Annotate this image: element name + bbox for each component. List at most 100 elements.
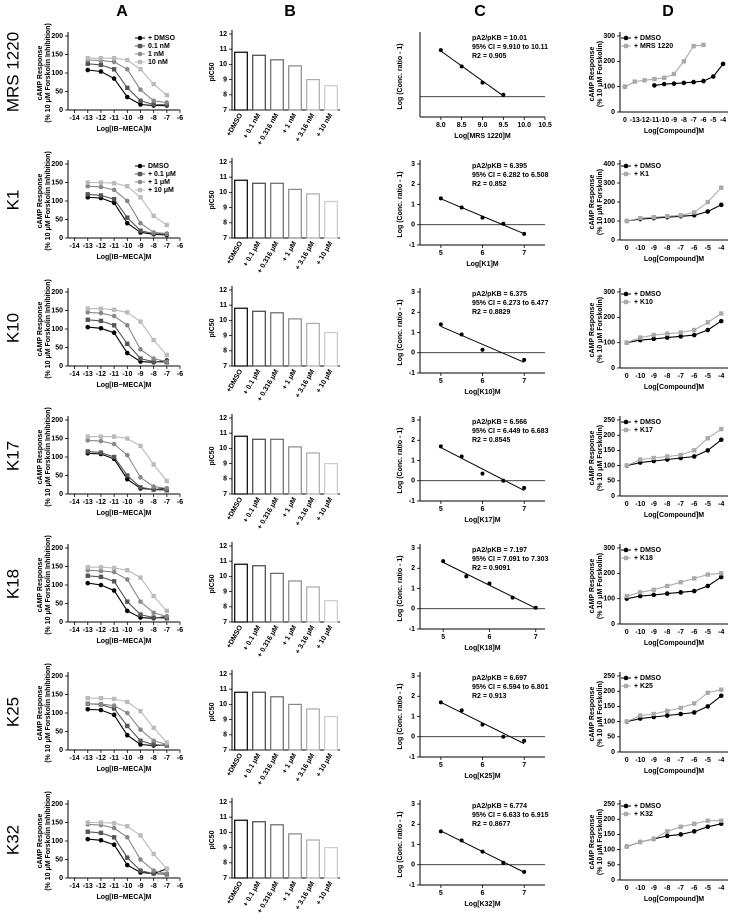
x-tick-label: -5 bbox=[710, 117, 716, 124]
bar bbox=[288, 833, 302, 879]
data-point bbox=[624, 593, 629, 599]
data-point bbox=[459, 205, 464, 210]
data-point bbox=[111, 323, 117, 328]
bar bbox=[324, 715, 338, 751]
x-tick-label: -11 bbox=[109, 883, 119, 890]
y-tick-label: 150 bbox=[51, 435, 63, 442]
data-point bbox=[151, 337, 156, 343]
y-tick-label: 10 bbox=[219, 189, 227, 196]
annotation: R2 = 0.9091 bbox=[472, 565, 510, 572]
data-point bbox=[705, 436, 710, 441]
data-point bbox=[701, 42, 706, 48]
data-point bbox=[111, 454, 117, 460]
y-tick-label: 2 bbox=[411, 437, 415, 444]
y-tick-label: 12 bbox=[219, 671, 227, 678]
data-point bbox=[98, 568, 104, 574]
annotation: pA2/pKB = 10.01 bbox=[472, 35, 527, 42]
y-tick-label: 0 bbox=[611, 109, 615, 116]
data-point bbox=[438, 700, 443, 705]
x-tick-label: -11 bbox=[649, 117, 659, 124]
y-axis-label: pIC50 bbox=[209, 62, 216, 81]
data-point bbox=[459, 838, 464, 843]
series-line bbox=[626, 576, 722, 600]
x-tick-label: + 1 nM bbox=[281, 112, 298, 135]
y-tick-label: 0 bbox=[611, 877, 615, 884]
data-point bbox=[124, 452, 130, 458]
x-tick-label: -8 bbox=[151, 243, 157, 250]
data-point bbox=[438, 444, 443, 449]
x-tick-label: -11 bbox=[109, 115, 119, 122]
data-point bbox=[151, 356, 156, 361]
x-tick-label: -5 bbox=[705, 885, 711, 892]
x-tick-label: -8 bbox=[664, 501, 670, 508]
x-tick-label: -4 bbox=[718, 629, 724, 636]
data-point bbox=[111, 181, 117, 186]
fit-line bbox=[440, 447, 525, 491]
annotation: pA2/pKB = 6.774 bbox=[472, 803, 527, 810]
data-point bbox=[164, 871, 170, 876]
x-tick-label: -11 bbox=[109, 371, 119, 378]
x-tick-label: -4 bbox=[718, 373, 724, 380]
y-tick-label: 11 bbox=[220, 686, 228, 693]
y-tick-label: 0 bbox=[611, 493, 615, 500]
x-axis-label: Log[K32]M bbox=[464, 901, 500, 908]
y-axis-label: cAMP Response bbox=[37, 174, 44, 229]
data-point bbox=[111, 835, 117, 840]
data-point bbox=[111, 434, 117, 439]
data-point bbox=[718, 202, 724, 208]
data-point bbox=[124, 198, 130, 204]
data-point bbox=[151, 868, 156, 873]
data-point bbox=[622, 84, 628, 89]
x-axis-label: Log[Compound]M bbox=[644, 512, 704, 519]
x-tick-label: -12 bbox=[96, 755, 106, 762]
data-point bbox=[125, 473, 130, 478]
data-point bbox=[111, 313, 117, 319]
data-point bbox=[151, 610, 156, 616]
data-point bbox=[85, 438, 91, 443]
y-axis-label: (% 10 μM Forskolin Inhibition) bbox=[45, 23, 52, 123]
y-tick-label: 12 bbox=[219, 415, 227, 422]
annotation: 95% CI = 6.633 to 6.915 bbox=[472, 812, 549, 819]
y-tick-label: 50 bbox=[55, 728, 63, 735]
x-tick-label: -9 bbox=[137, 499, 143, 506]
bar bbox=[270, 438, 284, 495]
data-point bbox=[651, 455, 656, 461]
data-point bbox=[691, 710, 697, 715]
y-tick-label: 100 bbox=[51, 326, 63, 333]
data-point bbox=[705, 199, 710, 205]
x-axis-label: Log[IB−MECA]M bbox=[96, 382, 151, 389]
bar bbox=[234, 51, 248, 111]
bar bbox=[288, 446, 302, 495]
x-axis-label: Log[K10]M bbox=[464, 389, 500, 396]
x-tick-label: -7 bbox=[164, 627, 170, 634]
x-tick-label: -6 bbox=[700, 117, 706, 124]
x-tick-label: -12 bbox=[96, 627, 106, 634]
data-point bbox=[438, 322, 443, 327]
y-tick-label: 0 bbox=[611, 237, 615, 244]
y-axis-label: pIC50 bbox=[209, 702, 216, 721]
data-point bbox=[665, 331, 670, 336]
y-tick-label: 200 bbox=[603, 58, 615, 65]
x-tick-label: 7 bbox=[522, 250, 526, 257]
x-tick-label: 7 bbox=[522, 890, 526, 897]
x-tick-label: + 10 μM bbox=[315, 624, 334, 650]
x-tick-label: +DMSO bbox=[226, 112, 245, 138]
y-tick-label: 11 bbox=[220, 430, 228, 437]
data-point bbox=[98, 582, 104, 588]
data-point bbox=[164, 222, 170, 228]
data-point bbox=[692, 821, 697, 826]
legend-label: 1 nM bbox=[148, 51, 164, 58]
data-point bbox=[441, 559, 446, 564]
x-tick-label: -13 bbox=[83, 371, 93, 378]
data-point bbox=[164, 740, 170, 745]
data-point bbox=[705, 320, 710, 325]
legend-label: + K32 bbox=[634, 811, 653, 818]
x-tick-label: + 10 μM bbox=[315, 368, 334, 394]
bar bbox=[234, 563, 248, 623]
data-point bbox=[459, 454, 464, 459]
data-point bbox=[138, 742, 143, 747]
data-point bbox=[138, 475, 143, 480]
y-axis-label: cAMP Response bbox=[37, 558, 44, 613]
x-tick-label: -9 bbox=[671, 117, 677, 124]
data-point bbox=[85, 317, 90, 322]
